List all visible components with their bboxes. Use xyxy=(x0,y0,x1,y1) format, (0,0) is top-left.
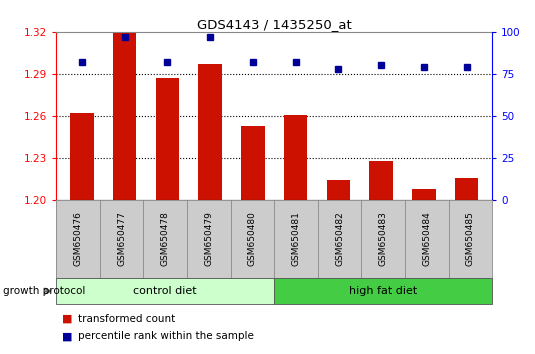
Bar xyxy=(156,78,179,200)
Title: GDS4143 / 1435250_at: GDS4143 / 1435250_at xyxy=(197,18,351,31)
Bar xyxy=(326,181,350,200)
FancyBboxPatch shape xyxy=(274,278,492,304)
Text: GSM650477: GSM650477 xyxy=(117,211,126,267)
Text: GSM650483: GSM650483 xyxy=(379,211,388,267)
Text: GSM650484: GSM650484 xyxy=(422,212,431,266)
Bar xyxy=(455,178,478,200)
Text: GSM650482: GSM650482 xyxy=(335,212,344,266)
Text: transformed count: transformed count xyxy=(78,314,175,324)
Bar xyxy=(369,161,393,200)
Text: GSM650485: GSM650485 xyxy=(466,211,475,267)
Text: ■: ■ xyxy=(62,331,72,341)
Text: percentile rank within the sample: percentile rank within the sample xyxy=(78,331,254,341)
Bar xyxy=(284,115,307,200)
Text: GSM650481: GSM650481 xyxy=(292,211,301,267)
Text: GSM650480: GSM650480 xyxy=(248,211,257,267)
Bar xyxy=(412,189,435,200)
Bar xyxy=(241,126,265,200)
Bar xyxy=(113,33,136,200)
Bar xyxy=(198,64,222,200)
Bar xyxy=(70,113,94,200)
Text: GSM650479: GSM650479 xyxy=(204,211,213,267)
Text: GSM650476: GSM650476 xyxy=(73,211,82,267)
Text: growth protocol: growth protocol xyxy=(3,286,85,296)
Text: control diet: control diet xyxy=(133,286,197,296)
FancyBboxPatch shape xyxy=(56,278,274,304)
Text: GSM650478: GSM650478 xyxy=(160,211,170,267)
Text: ■: ■ xyxy=(62,314,72,324)
Text: high fat diet: high fat diet xyxy=(349,286,417,296)
